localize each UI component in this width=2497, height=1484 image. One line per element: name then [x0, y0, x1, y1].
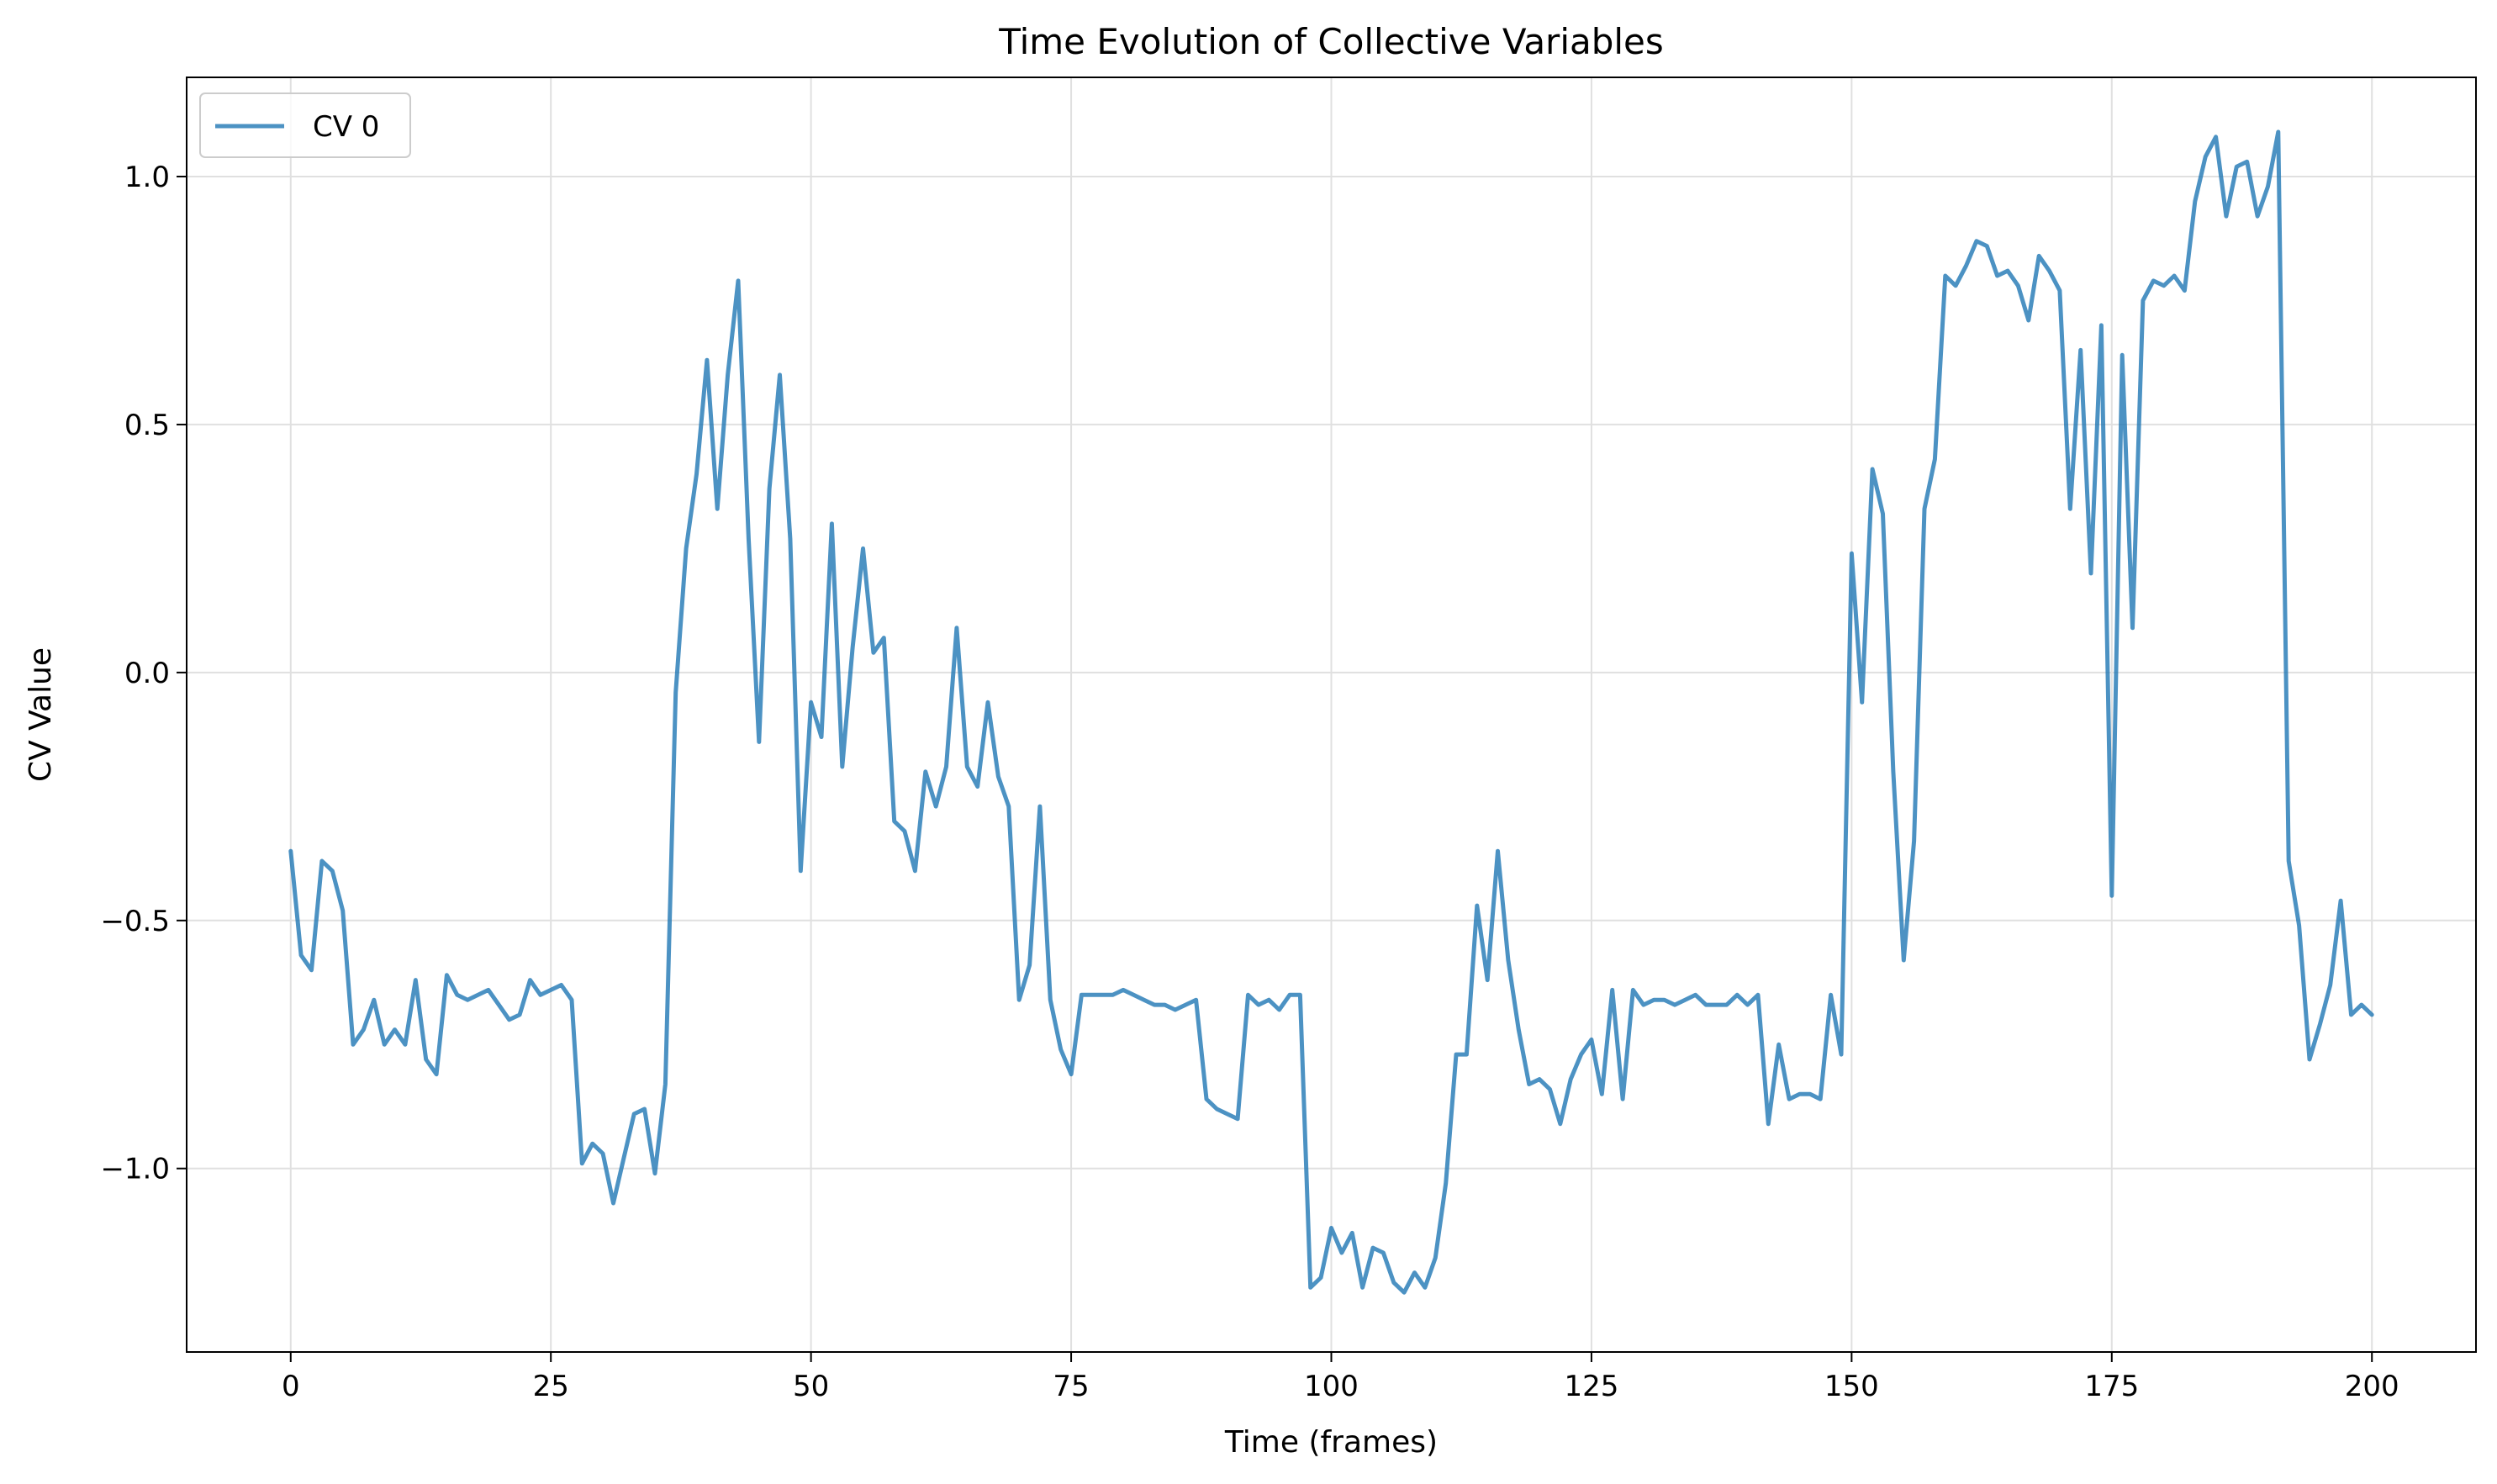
x-tick-label: 175: [2084, 1370, 2139, 1403]
x-tick-label: 150: [1824, 1370, 1879, 1403]
x-tick-label: 50: [793, 1370, 829, 1403]
y-axis-label: CV Value: [24, 647, 58, 782]
x-axis-label: Time (frames): [1224, 1425, 1438, 1460]
x-tick-label: 200: [2345, 1370, 2399, 1403]
y-tick-label: −1.0: [100, 1153, 170, 1186]
x-axis-ticks: 0 25 50 75 100 125 150 175 200: [282, 1352, 2399, 1403]
y-tick-label: 0.0: [124, 657, 170, 690]
x-tick-label: 25: [533, 1370, 569, 1403]
legend-label-cv-0: CV 0: [313, 110, 379, 144]
x-tick-label: 75: [1053, 1370, 1089, 1403]
legend: CV 0: [199, 92, 411, 158]
chart-title: Time Evolution of Collective Variables: [998, 21, 1664, 62]
y-tick-label: −0.5: [100, 905, 170, 938]
y-axis-ticks: −1.0 −0.5 0.0 0.5 1.0: [100, 161, 187, 1186]
series-line-0: [288, 129, 2374, 1295]
legend-box: [199, 92, 411, 158]
grid-lines: [187, 77, 2476, 1352]
x-tick-label: 125: [1564, 1370, 1618, 1403]
y-tick-label: 0.5: [124, 409, 170, 442]
y-tick-label: 1.0: [124, 161, 170, 194]
series-lines: [288, 129, 2374, 1295]
x-tick-label: 100: [1304, 1370, 1359, 1403]
x-tick-label: 0: [282, 1370, 300, 1403]
